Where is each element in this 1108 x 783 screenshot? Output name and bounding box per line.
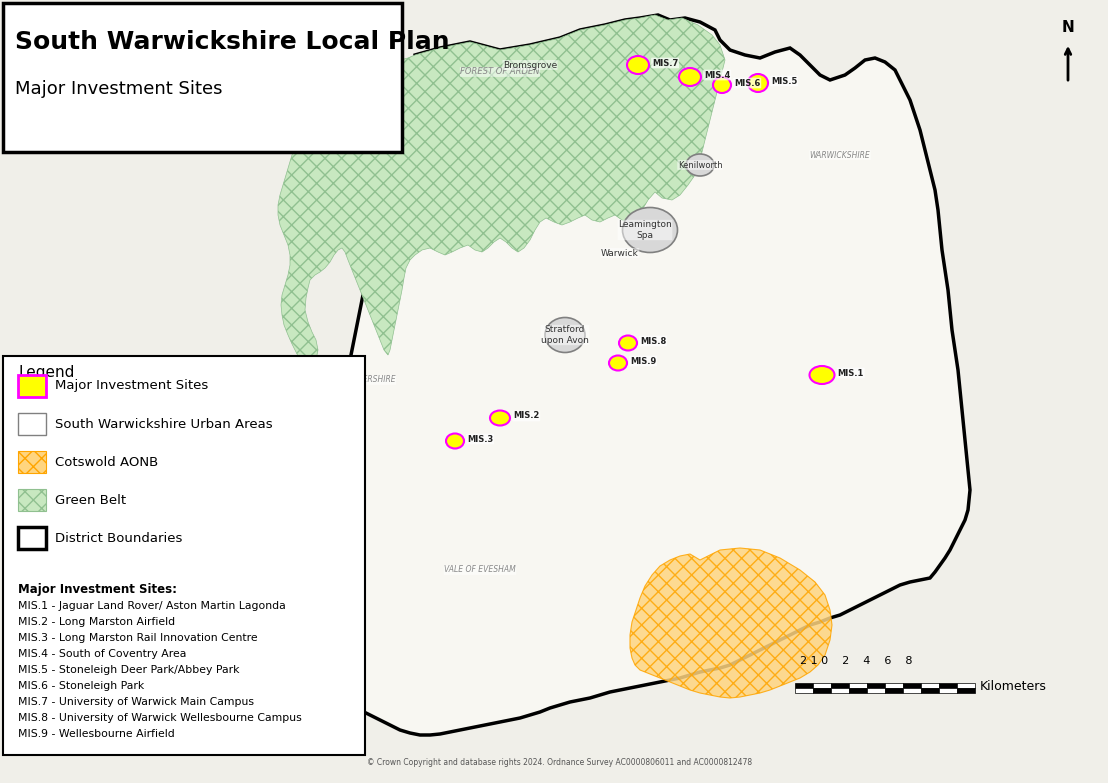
Bar	[957, 688, 975, 693]
Text: Bromsgrove: Bromsgrove	[503, 60, 557, 70]
Text: MIS.4 - South of Coventry Area: MIS.4 - South of Coventry Area	[18, 649, 186, 659]
Text: South Warwickshire Local Plan: South Warwickshire Local Plan	[16, 30, 450, 54]
Text: WORCESTERSHIRE: WORCESTERSHIRE	[325, 376, 396, 384]
Bar	[903, 683, 921, 688]
Text: MIS.5 - Stoneleigh Deer Park/Abbey Park: MIS.5 - Stoneleigh Deer Park/Abbey Park	[18, 665, 239, 675]
Text: Kilometers: Kilometers	[979, 680, 1047, 692]
Ellipse shape	[490, 410, 510, 425]
Ellipse shape	[447, 434, 464, 449]
Text: Major Investment Sites: Major Investment Sites	[16, 80, 223, 98]
Text: MIS.5: MIS.5	[771, 77, 798, 85]
Bar	[849, 683, 866, 688]
Text: MIS.3 - Long Marston Rail Innovation Centre: MIS.3 - Long Marston Rail Innovation Cen…	[18, 633, 258, 643]
Bar	[903, 688, 921, 693]
Text: Major Investment Sites: Major Investment Sites	[55, 380, 208, 392]
Text: Redditch: Redditch	[300, 88, 340, 96]
Bar	[938, 683, 957, 688]
Ellipse shape	[679, 68, 701, 86]
Bar	[18, 413, 47, 435]
Ellipse shape	[545, 317, 585, 352]
Bar	[831, 688, 849, 693]
Bar	[796, 683, 813, 688]
Text: South Warwickshire Urban Areas: South Warwickshire Urban Areas	[55, 417, 273, 431]
Bar	[18, 375, 47, 397]
Text: MIS.6: MIS.6	[733, 78, 760, 88]
Text: N: N	[1061, 20, 1075, 35]
Text: MIS.2 - Long Marston Airfield: MIS.2 - Long Marston Airfield	[18, 617, 175, 627]
FancyBboxPatch shape	[3, 356, 365, 755]
Bar	[921, 688, 938, 693]
Text: VALE OF EVESHAM: VALE OF EVESHAM	[444, 565, 516, 575]
Text: Warwick: Warwick	[602, 248, 639, 258]
Text: FOREST OF ARDEN: FOREST OF ARDEN	[460, 67, 540, 77]
Ellipse shape	[810, 366, 834, 384]
Ellipse shape	[686, 154, 714, 176]
Text: Major Investment Sites:: Major Investment Sites:	[18, 583, 177, 596]
Text: Green Belt: Green Belt	[55, 493, 126, 507]
Bar	[831, 683, 849, 688]
Text: Cotswold AONB: Cotswold AONB	[55, 456, 158, 468]
Bar	[796, 688, 813, 693]
Text: Legend: Legend	[18, 365, 74, 380]
Bar	[957, 683, 975, 688]
Text: MIS.9: MIS.9	[630, 356, 656, 366]
Text: MIS.8 - University of Warwick Wellesbourne Campus: MIS.8 - University of Warwick Wellesbour…	[18, 713, 301, 723]
Polygon shape	[630, 548, 832, 698]
Text: MIS.6 - Stoneleigh Park: MIS.6 - Stoneleigh Park	[18, 681, 144, 691]
Text: MIS.1: MIS.1	[838, 369, 864, 377]
Ellipse shape	[619, 335, 637, 351]
Text: District Boundaries: District Boundaries	[55, 532, 183, 544]
Text: MIS.1 - Jaguar Land Rover/ Aston Martin Lagonda: MIS.1 - Jaguar Land Rover/ Aston Martin …	[18, 601, 286, 611]
Bar	[849, 688, 866, 693]
Text: Stratford
upon Avon: Stratford upon Avon	[541, 325, 589, 345]
Bar	[813, 688, 831, 693]
Bar	[885, 683, 903, 688]
Ellipse shape	[609, 355, 627, 370]
Text: MIS.9 - Wellesbourne Airfield: MIS.9 - Wellesbourne Airfield	[18, 729, 175, 739]
Text: Leamington
Spa: Leamington Spa	[618, 220, 671, 240]
Bar	[921, 683, 938, 688]
FancyBboxPatch shape	[3, 3, 402, 152]
Bar	[866, 683, 885, 688]
Text: MIS.7 - University of Warwick Main Campus: MIS.7 - University of Warwick Main Campu…	[18, 697, 254, 707]
Polygon shape	[278, 15, 970, 735]
Bar	[866, 688, 885, 693]
Text: MIS.8: MIS.8	[640, 337, 666, 345]
Bar	[18, 451, 47, 473]
Bar	[18, 527, 47, 549]
Text: MIS.4: MIS.4	[704, 70, 730, 80]
Text: Kenilworth: Kenilworth	[678, 161, 722, 169]
Polygon shape	[278, 15, 725, 375]
Text: MIS.3: MIS.3	[466, 435, 493, 443]
Text: 2 1 0    2    4    6    8: 2 1 0 2 4 6 8	[800, 656, 913, 666]
Bar	[938, 688, 957, 693]
Text: WARWICKSHIRE: WARWICKSHIRE	[810, 150, 871, 160]
Ellipse shape	[623, 207, 677, 252]
Text: MIS.2: MIS.2	[513, 412, 540, 420]
Bar	[813, 683, 831, 688]
Bar	[18, 489, 47, 511]
Ellipse shape	[714, 77, 731, 93]
Text: © Crown Copyright and database rights 2024. Ordnance Survey AC0000806011 and AC0: © Crown Copyright and database rights 20…	[368, 758, 752, 767]
Bar	[885, 688, 903, 693]
Ellipse shape	[748, 74, 768, 92]
Text: MIS.7: MIS.7	[652, 59, 678, 67]
Ellipse shape	[627, 56, 649, 74]
